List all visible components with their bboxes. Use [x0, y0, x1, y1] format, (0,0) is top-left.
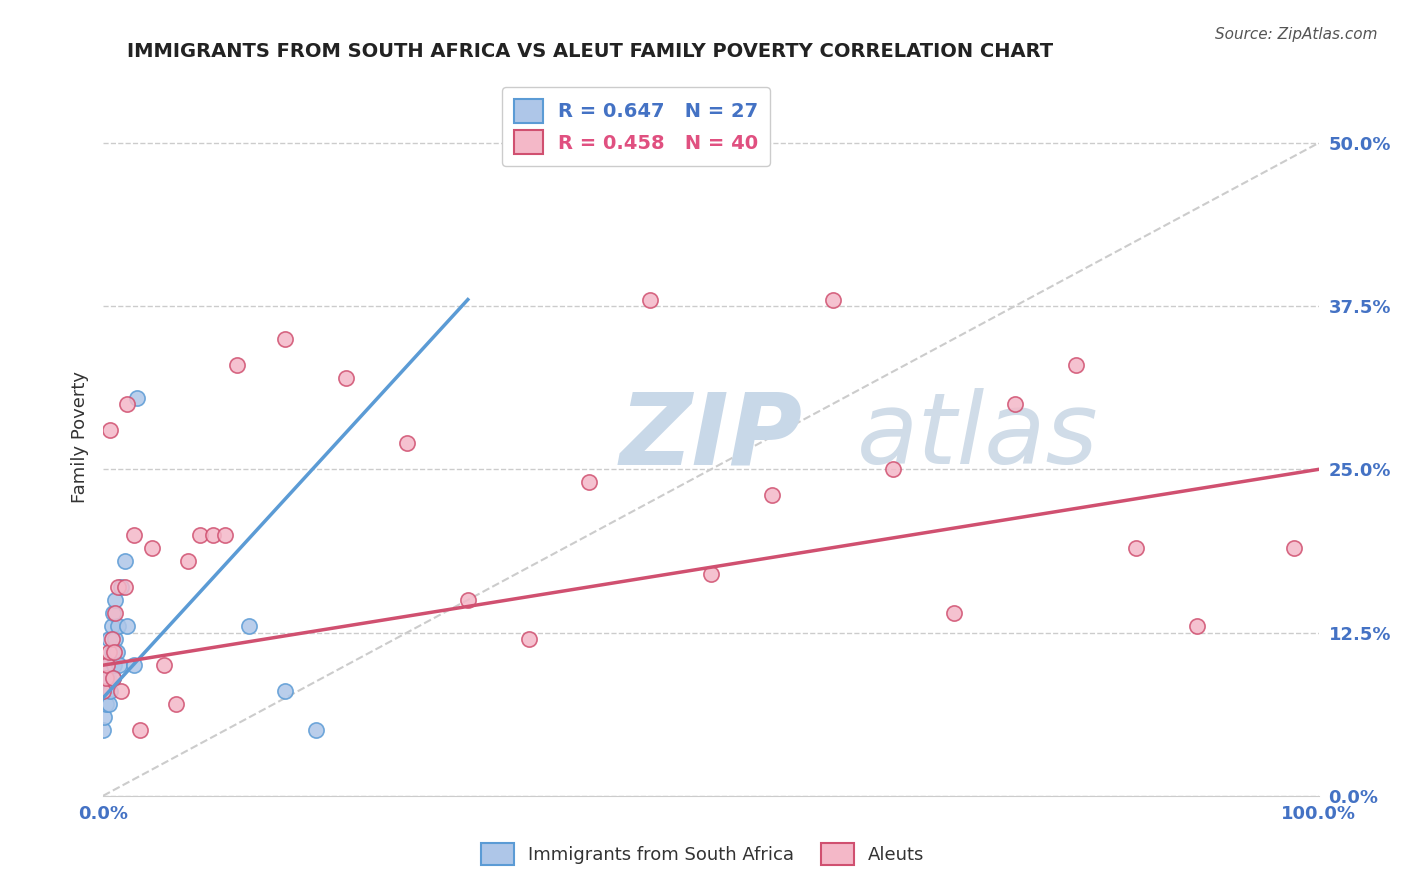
Legend: R = 0.647   N = 27, R = 0.458   N = 40: R = 0.647 N = 27, R = 0.458 N = 40: [502, 87, 770, 166]
Point: [94, 698, 117, 712]
Point: [700, 566, 723, 581]
Point: [104, 606, 127, 620]
Point: [100, 619, 122, 633]
Point: [190, 527, 212, 541]
Point: [96, 658, 118, 673]
Point: [225, 358, 247, 372]
Point: [214, 527, 236, 541]
Point: [578, 475, 600, 490]
Point: [103, 645, 125, 659]
Point: [91, 684, 114, 698]
Point: [122, 527, 145, 541]
Point: [153, 658, 176, 673]
Point: [117, 619, 139, 633]
Point: [201, 527, 224, 541]
Point: [274, 332, 297, 346]
Point: [141, 541, 163, 555]
Legend: Immigrants from South Africa, Aleuts: Immigrants from South Africa, Aleuts: [472, 834, 934, 874]
Point: [100, 645, 122, 659]
Point: [110, 684, 132, 698]
Point: [101, 671, 124, 685]
Point: [1284, 541, 1306, 555]
Point: [104, 593, 127, 607]
Point: [108, 658, 131, 673]
Point: [274, 684, 297, 698]
Point: [98, 645, 121, 659]
Point: [943, 606, 966, 620]
Point: [128, 723, 150, 738]
Point: [94, 671, 117, 685]
Point: [98, 698, 121, 712]
Point: [114, 580, 136, 594]
Point: [114, 554, 136, 568]
Y-axis label: Family Poverty: Family Poverty: [72, 371, 89, 503]
Point: [761, 488, 783, 502]
Point: [165, 698, 187, 712]
Point: [110, 580, 132, 594]
Point: [98, 632, 121, 646]
Point: [1064, 358, 1087, 372]
Point: [457, 593, 479, 607]
Point: [305, 723, 328, 738]
Text: atlas: atlas: [856, 388, 1098, 485]
Point: [177, 554, 200, 568]
Point: [96, 684, 118, 698]
Point: [103, 658, 125, 673]
Point: [91, 723, 114, 738]
Point: [101, 606, 124, 620]
Point: [1125, 541, 1147, 555]
Point: [882, 462, 904, 476]
Point: [396, 436, 419, 450]
Point: [122, 658, 145, 673]
Point: [101, 671, 124, 685]
Point: [821, 293, 844, 307]
Point: [97, 671, 120, 685]
Point: [517, 632, 540, 646]
Point: [107, 619, 129, 633]
Point: [100, 684, 122, 698]
Point: [93, 710, 115, 724]
Point: [100, 632, 122, 646]
Point: [100, 423, 122, 437]
Text: IMMIGRANTS FROM SOUTH AFRICA VS ALEUT FAMILY POVERTY CORRELATION CHART: IMMIGRANTS FROM SOUTH AFRICA VS ALEUT FA…: [128, 42, 1053, 61]
Point: [1004, 397, 1026, 411]
Text: Source: ZipAtlas.com: Source: ZipAtlas.com: [1215, 27, 1378, 42]
Point: [238, 619, 260, 633]
Point: [127, 391, 149, 405]
Point: [117, 397, 139, 411]
Point: [105, 645, 128, 659]
Text: ZIP: ZIP: [620, 388, 803, 485]
Point: [638, 293, 661, 307]
Point: [1187, 619, 1209, 633]
Point: [107, 580, 129, 594]
Point: [335, 371, 357, 385]
Point: [104, 632, 127, 646]
Point: [96, 658, 118, 673]
